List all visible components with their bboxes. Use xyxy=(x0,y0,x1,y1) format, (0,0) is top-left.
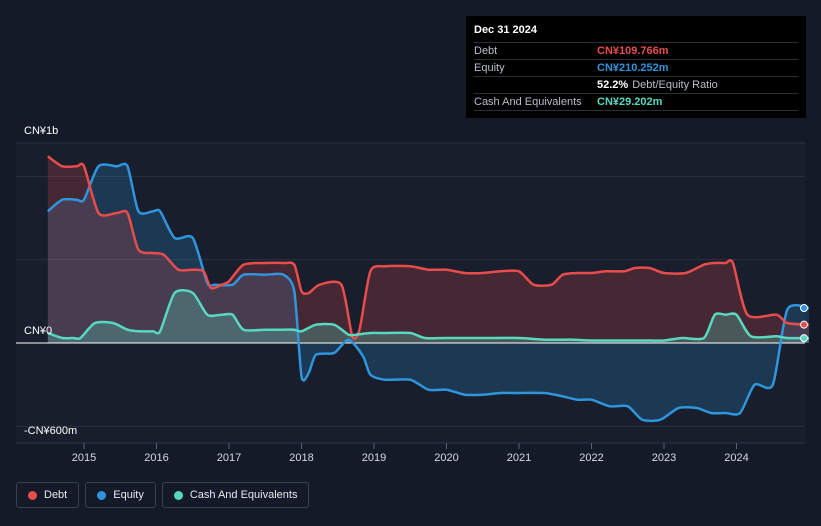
debt-area xyxy=(47,156,810,343)
tooltip-row-cash: Cash And Equivalents CN¥29.202m xyxy=(474,93,798,111)
x-tick-label-2016: 2016 xyxy=(144,452,168,464)
legend-label-debt: Debt xyxy=(44,489,68,501)
tooltip-label: Debt xyxy=(474,45,498,57)
cash-and-equivalents-end-marker xyxy=(800,334,808,343)
cash-and-equivalents-line xyxy=(47,289,810,342)
equity-area xyxy=(47,163,810,421)
y-axis-bottom-label: -CN¥600m xyxy=(24,425,78,437)
x-axis-ticks: 2015 2016 2017 2018 2019 2020 2021 2022 2023 2024 xyxy=(72,443,749,464)
equity-end-marker xyxy=(800,304,808,312)
x-tick-label-2021: 2021 xyxy=(507,452,531,464)
legend-item-debt[interactable]: Debt xyxy=(16,482,80,508)
tooltip-value-debt: CN¥109.766m xyxy=(597,45,669,57)
debt-end-marker xyxy=(800,320,808,329)
equity-dot-icon xyxy=(97,490,107,500)
tooltip-label: Equity xyxy=(474,62,505,74)
debt-line xyxy=(47,155,810,340)
cash-and-equivalents-area xyxy=(47,290,810,343)
x-tick-label-2015: 2015 xyxy=(72,452,96,464)
cash-dot-icon xyxy=(173,490,183,500)
tooltip-row-equity: Equity CN¥210.252m xyxy=(474,59,798,76)
legend-item-cash[interactable]: Cash And Equivalents xyxy=(161,482,310,508)
tooltip-value-ratio: 52.2% xyxy=(597,79,629,91)
equity-line xyxy=(46,162,810,423)
tooltip-date: Dec 31 2024 xyxy=(474,24,537,36)
x-tick-label-2022: 2022 xyxy=(579,452,603,464)
legend: Debt Equity Cash And Equivalents xyxy=(16,482,310,508)
tooltip-label xyxy=(474,77,597,93)
tooltip-label: Cash And Equivalents xyxy=(474,96,582,108)
tooltip-row-ratio: 52.2% Debt/Equity Ratio xyxy=(474,76,798,93)
tooltip-value-equity: CN¥210.252m xyxy=(597,62,669,74)
end-markers xyxy=(800,304,808,343)
x-tick-label-2023: 2023 xyxy=(652,452,676,464)
series-layer xyxy=(16,155,810,423)
debt-dot-icon xyxy=(28,490,37,500)
x-tick-label-2018: 2018 xyxy=(289,452,313,464)
x-tick-label-2020: 2020 xyxy=(434,452,458,464)
tooltip-value-cash: CN¥29.202m xyxy=(597,96,663,108)
legend-label-equity: Equity xyxy=(113,489,144,501)
grid-lines xyxy=(16,142,805,444)
x-tick-label-2019: 2019 xyxy=(362,452,386,464)
legend-item-equity[interactable]: Equity xyxy=(85,482,156,508)
y-axis-zero-label: CN¥0 xyxy=(24,325,53,337)
plot-area xyxy=(16,143,805,443)
y-axis-top-label: CN¥1b xyxy=(24,125,59,137)
x-tick-label-2017: 2017 xyxy=(217,452,241,464)
tooltip-suffix-ratio: Debt/Equity Ratio xyxy=(632,79,718,91)
x-tick-label-2024: 2024 xyxy=(724,452,748,464)
legend-label-cash: Cash And Equivalents xyxy=(189,489,298,501)
tooltip-panel: Dec 31 2024 Debt CN¥109.766m Equity CN¥2… xyxy=(466,16,806,118)
tooltip-row-debt: Debt CN¥109.766m xyxy=(474,42,798,59)
